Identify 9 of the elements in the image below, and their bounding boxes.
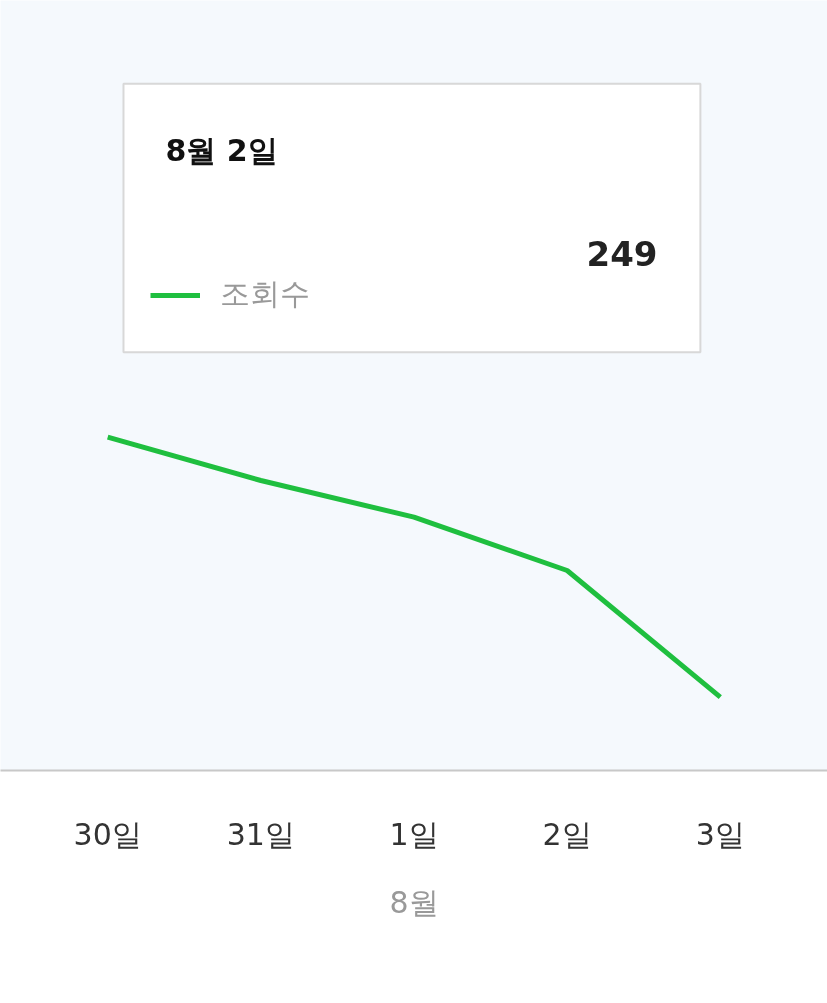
- x-axis-title: 8월: [389, 884, 439, 920]
- text: 249: [586, 234, 658, 275]
- x-tick-label: 3일: [695, 816, 745, 852]
- x-tick-label: 30일: [73, 816, 142, 852]
- x-tick-label: 2일: [542, 816, 592, 852]
- text: 8월 2일: [165, 133, 278, 168]
- x-tick-label: 1일: [389, 816, 439, 852]
- legend-label: 조회수: [220, 275, 310, 313]
- x-tick-label: 31일: [226, 816, 295, 852]
